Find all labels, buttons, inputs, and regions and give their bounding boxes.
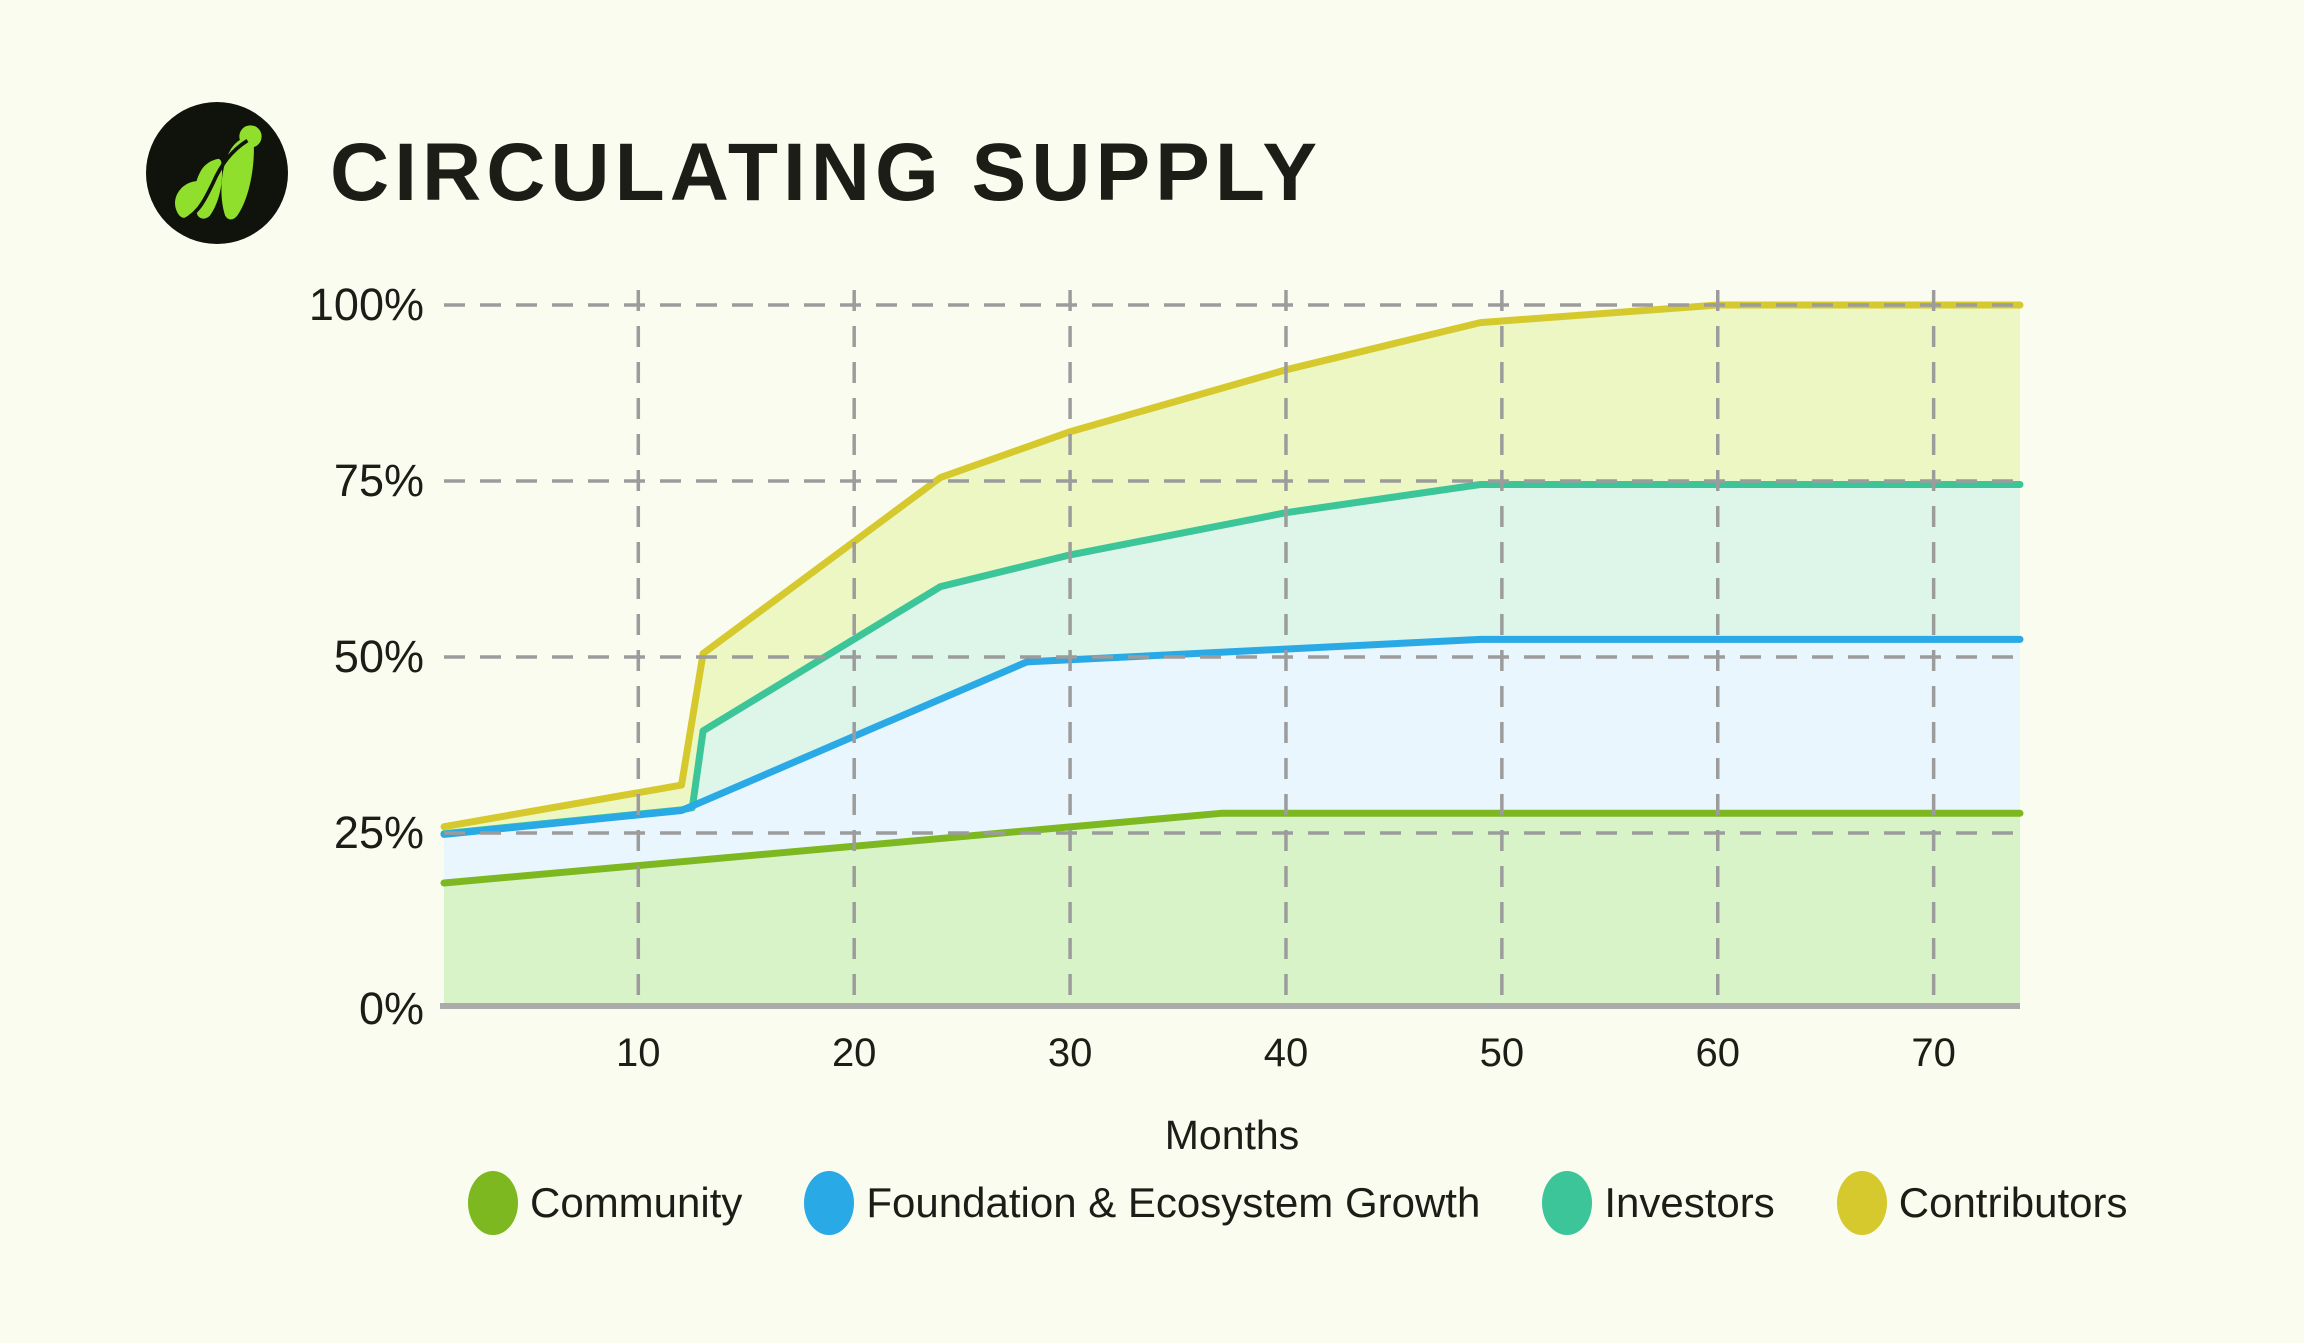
x-tick-label-70: 70 [1911, 1031, 1956, 1075]
legend-label-community: Community [530, 1179, 743, 1226]
x-tick-label-20: 20 [831, 1031, 877, 1075]
series-area-community [444, 813, 2020, 1006]
legend-item-investors: Investors [1542, 1171, 1775, 1235]
y-tick-label-50: 50% [333, 631, 424, 682]
x-tick-label-50: 50 [1479, 1031, 1525, 1075]
x-tick-label-10: 10 [616, 1031, 661, 1075]
legend-item-community: Community [468, 1171, 742, 1235]
growth-leaves-logo-icon [146, 102, 288, 244]
y-tick-label-25: 25% [333, 807, 424, 858]
x-tick-label-30: 30 [1047, 1031, 1093, 1075]
page-title: CIRCULATING SUPPLY [330, 127, 1323, 218]
x-axis-title: Months [1164, 1112, 1300, 1158]
legend-dot-community [468, 1171, 518, 1235]
legend-item-foundation-ecosystem-growth: Foundation & Ecosystem Growth [804, 1171, 1480, 1235]
y-tick-label-75: 75% [333, 455, 424, 506]
x-tick-label-60: 60 [1695, 1031, 1741, 1075]
legend-dot-foundation-ecosystem-growth [804, 1171, 855, 1235]
y-tick-label-0: 0% [358, 983, 424, 1034]
series-line-community [440, 809, 2024, 887]
legend-item-contributors: Contributors [1836, 1171, 2128, 1235]
series-line-foundation-ecosystem-growth [440, 635, 2024, 838]
series-line-contributors [440, 301, 2024, 831]
legend-dot-contributors [1836, 1171, 1887, 1235]
chart-legend: Community Foundation & Ecosystem Growth In… [468, 1171, 2128, 1235]
x-tick-label-40: 40 [1263, 1031, 1309, 1075]
legend-label-investors: Investors [1604, 1179, 1775, 1226]
legend-label-foundation-ecosystem-growth: Foundation & Ecosystem Growth [866, 1179, 1481, 1226]
legend-label-contributors: Contributors [1898, 1179, 2128, 1226]
y-tick-label-100: 100% [308, 279, 424, 330]
legend-dot-investors [1542, 1171, 1593, 1235]
